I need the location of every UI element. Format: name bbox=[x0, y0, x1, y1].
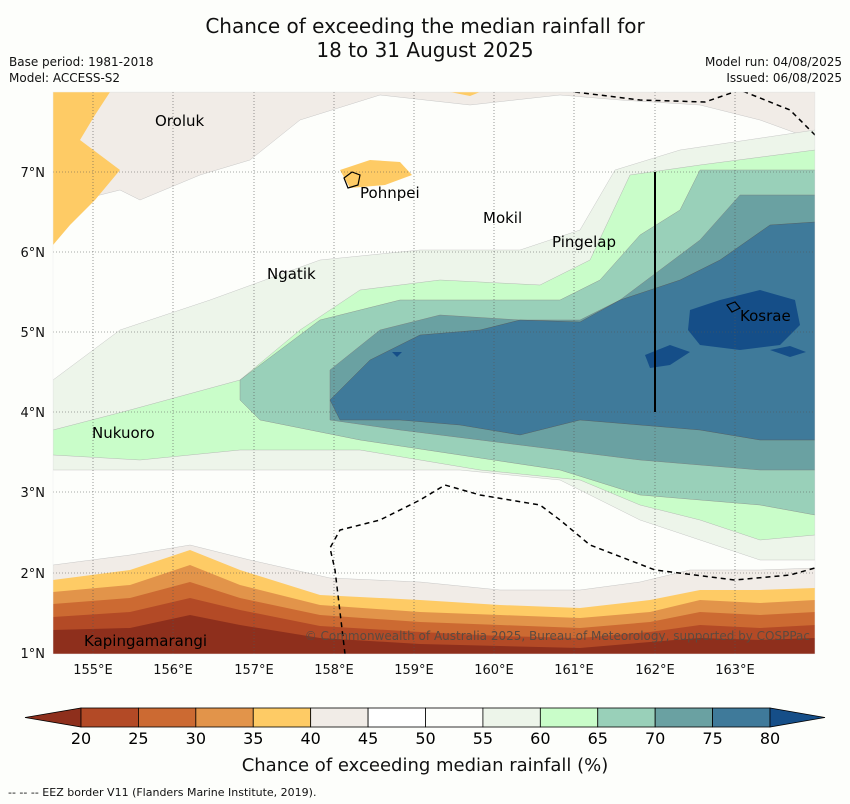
colorbar-segment bbox=[654, 707, 713, 728]
colorbar-tick: 65 bbox=[588, 729, 608, 748]
lat-tick: 7°N bbox=[21, 166, 46, 181]
colorbar-tick: 20 bbox=[71, 729, 91, 748]
lon-tick: 162°E bbox=[635, 663, 675, 678]
place-kapingamarangi: Kapingamarangi bbox=[84, 632, 207, 650]
colorbar-segment bbox=[310, 707, 369, 728]
colorbar-tick: 75 bbox=[702, 729, 722, 748]
colorbar-segment bbox=[597, 707, 656, 728]
colorbar-tick: 55 bbox=[473, 729, 493, 748]
colorbar-tick: 40 bbox=[300, 729, 320, 748]
lon-tick: 161°E bbox=[554, 663, 594, 678]
colorbar-segment bbox=[195, 707, 254, 728]
colorbar-segment bbox=[712, 707, 771, 728]
contour-fills: Oroluk Pohnpei Mokil Pingelap Ngatik Kos… bbox=[53, 92, 815, 654]
issued-date: Issued: 06/08/2025 bbox=[726, 71, 842, 85]
colorbar-segment bbox=[367, 707, 426, 728]
lat-tick: 4°N bbox=[21, 406, 46, 421]
lon-tick: 160°E bbox=[474, 663, 514, 678]
lat-tick: 3°N bbox=[21, 486, 46, 501]
eez-border bbox=[329, 92, 815, 654]
place-oroluk: Oroluk bbox=[155, 112, 204, 130]
lon-tick-labels: 155°E 156°E 157°E 158°E 159°E 160°E 161°… bbox=[73, 663, 755, 678]
lon-tick: 158°E bbox=[314, 663, 354, 678]
colorbar-segment bbox=[80, 707, 139, 728]
colorbar: 20 25 30 35 40 45 50 55 60 65 70 75 80 bbox=[24, 707, 826, 748]
colorbar-label: Chance of exceeding median rainfall (%) bbox=[241, 755, 609, 776]
colorbar-tick: 35 bbox=[243, 729, 263, 748]
model-info: Base period: 1981-2018 Model: ACCESS-S2 bbox=[9, 54, 154, 86]
place-nukuoro: Nukuoro bbox=[92, 424, 155, 442]
kosrae-island bbox=[726, 301, 741, 313]
place-pohnpei: Pohnpei bbox=[360, 184, 420, 202]
model-run: Model run: 04/08/2025 bbox=[704, 55, 842, 69]
place-pingelap: Pingelap bbox=[552, 233, 616, 251]
colorbar-tick: 50 bbox=[415, 729, 435, 748]
pohnpei-island bbox=[343, 171, 361, 189]
lat-tick-labels: 7°N 6°N 5°N 4°N 3°N 2°N 1°N bbox=[21, 166, 46, 662]
map-title: Chance of exceeding the median rainfall … bbox=[205, 14, 645, 62]
lat-tick: 5°N bbox=[21, 326, 46, 341]
colorbar-tick: 45 bbox=[358, 729, 378, 748]
colorbar-segment bbox=[252, 707, 312, 728]
base-period: Base period: 1981-2018 bbox=[9, 55, 154, 69]
place-kosrae: Kosrae bbox=[740, 307, 791, 325]
run-info: Model run: 04/08/2025 Issued: 06/08/2025 bbox=[705, 54, 842, 86]
lon-tick: 156°E bbox=[153, 663, 193, 678]
copyright-notice: © Commonwealth of Australia 2025, Bureau… bbox=[305, 629, 810, 643]
lat-tick: 1°N bbox=[21, 647, 46, 662]
model-name: Model: ACCESS-S2 bbox=[9, 71, 121, 85]
colorbar-extend-low bbox=[24, 707, 82, 728]
lon-tick: 159°E bbox=[394, 663, 434, 678]
lon-tick: 157°E bbox=[234, 663, 274, 678]
colorbar-segment bbox=[482, 707, 541, 728]
colorbar-segment bbox=[539, 707, 599, 728]
eez-footnote: -- -- -- EEZ border V11 (Flanders Marine… bbox=[8, 786, 317, 799]
colorbar-segment bbox=[425, 707, 484, 728]
colorbar-tick: 30 bbox=[186, 729, 206, 748]
place-labels: Oroluk Pohnpei Mokil Pingelap Ngatik Kos… bbox=[84, 112, 791, 650]
lon-tick: 155°E bbox=[73, 663, 113, 678]
colorbar-tick: 60 bbox=[530, 729, 550, 748]
lon-tick: 163°E bbox=[715, 663, 755, 678]
lat-tick: 6°N bbox=[21, 246, 46, 261]
place-mokil: Mokil bbox=[483, 209, 522, 227]
place-ngatik: Ngatik bbox=[267, 265, 316, 283]
colorbar-tick: 70 bbox=[645, 729, 665, 748]
colorbar-tick: 25 bbox=[128, 729, 148, 748]
lat-tick: 2°N bbox=[21, 567, 46, 582]
colorbar-tick: 80 bbox=[760, 729, 780, 748]
colorbar-extend-high bbox=[769, 707, 826, 728]
colorbar-segment bbox=[138, 707, 197, 728]
